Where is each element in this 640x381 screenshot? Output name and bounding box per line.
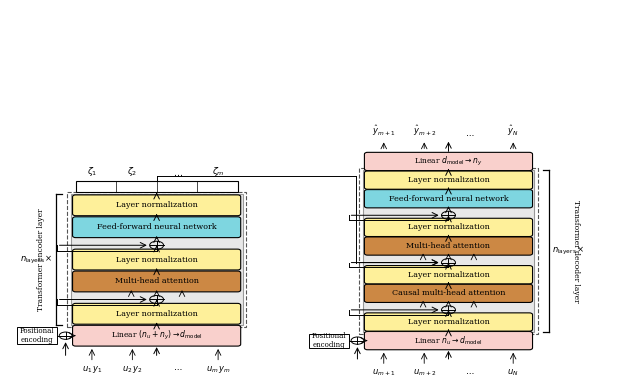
- Bar: [76, 181, 237, 192]
- FancyBboxPatch shape: [364, 313, 532, 331]
- Text: $\hat{y}_{m+2}$: $\hat{y}_{m+2}$: [413, 123, 436, 138]
- FancyBboxPatch shape: [364, 190, 532, 208]
- FancyBboxPatch shape: [364, 218, 532, 237]
- Text: $u_N$: $u_N$: [508, 368, 519, 378]
- Text: Transformer decoder layer: Transformer decoder layer: [572, 200, 580, 303]
- FancyBboxPatch shape: [364, 266, 532, 284]
- FancyBboxPatch shape: [72, 249, 241, 270]
- Text: Linear $n_u \rightarrow d_{\mathrm{model}}$: Linear $n_u \rightarrow d_{\mathrm{model…: [414, 335, 483, 347]
- Text: Positional
encoding: Positional encoding: [20, 327, 54, 344]
- Text: $\zeta_m$: $\zeta_m$: [212, 165, 225, 178]
- Text: $u_{m+2}$: $u_{m+2}$: [413, 368, 436, 378]
- Text: $\zeta_2$: $\zeta_2$: [127, 165, 138, 178]
- Text: Layer normalization: Layer normalization: [408, 176, 490, 184]
- Text: Feed-forward neural network: Feed-forward neural network: [97, 223, 216, 231]
- Bar: [67, 192, 246, 327]
- Text: Layer normalization: Layer normalization: [116, 256, 198, 264]
- Text: $u_{m+1}$: $u_{m+1}$: [372, 368, 396, 378]
- FancyBboxPatch shape: [364, 331, 532, 350]
- Text: $\hat{y}_{m+1}$: $\hat{y}_{m+1}$: [372, 123, 396, 138]
- FancyBboxPatch shape: [72, 217, 241, 238]
- Text: Layer normalization: Layer normalization: [408, 223, 490, 231]
- Bar: [362, 170, 534, 332]
- Text: Positional
encoding: Positional encoding: [312, 332, 346, 349]
- FancyBboxPatch shape: [364, 284, 532, 303]
- FancyBboxPatch shape: [364, 237, 532, 255]
- FancyBboxPatch shape: [72, 271, 241, 292]
- FancyBboxPatch shape: [72, 195, 241, 216]
- FancyBboxPatch shape: [364, 152, 532, 171]
- Text: $\cdots$: $\cdots$: [173, 364, 182, 372]
- Text: Transformer encoder layer: Transformer encoder layer: [37, 208, 45, 311]
- Bar: [17, 328, 58, 344]
- FancyBboxPatch shape: [72, 303, 241, 324]
- Text: $\zeta_1$: $\zeta_1$: [86, 165, 97, 178]
- Text: $n_{\mathrm{layers}} \times$: $n_{\mathrm{layers}} \times$: [552, 245, 585, 257]
- FancyBboxPatch shape: [72, 325, 241, 346]
- Text: Layer normalization: Layer normalization: [408, 271, 490, 279]
- Bar: [309, 334, 349, 347]
- Text: $\cdots$: $\cdots$: [173, 170, 182, 178]
- Text: $\hat{y}_N$: $\hat{y}_N$: [508, 123, 519, 138]
- Text: $u_1\,y_1$: $u_1\,y_1$: [81, 364, 102, 375]
- Text: Linear $d_{\mathrm{model}} \rightarrow n_y$: Linear $d_{\mathrm{model}} \rightarrow n…: [414, 155, 483, 168]
- Text: Linear $(n_u + n_y) \rightarrow d_{\mathrm{model}}$: Linear $(n_u + n_y) \rightarrow d_{\math…: [111, 329, 203, 342]
- Text: $\cdots$: $\cdots$: [465, 130, 474, 138]
- Text: Multi-head attention: Multi-head attention: [406, 242, 490, 250]
- Bar: [359, 168, 538, 334]
- Text: $n_{\mathrm{layers}} \times$: $n_{\mathrm{layers}} \times$: [20, 253, 53, 266]
- Text: $\cdots$: $\cdots$: [465, 368, 474, 376]
- Bar: [70, 194, 243, 325]
- Text: $u_2\,y_2$: $u_2\,y_2$: [122, 364, 143, 375]
- Text: Layer normalization: Layer normalization: [408, 318, 490, 326]
- Text: Layer normalization: Layer normalization: [116, 201, 198, 209]
- Text: Feed-forward neural network: Feed-forward neural network: [388, 195, 508, 203]
- Text: Layer normalization: Layer normalization: [116, 310, 198, 318]
- Text: Multi-head attention: Multi-head attention: [115, 277, 198, 285]
- FancyBboxPatch shape: [364, 171, 532, 189]
- Text: $u_m\,y_m$: $u_m\,y_m$: [205, 364, 230, 375]
- Text: Causal multi-head attention: Causal multi-head attention: [392, 289, 505, 297]
